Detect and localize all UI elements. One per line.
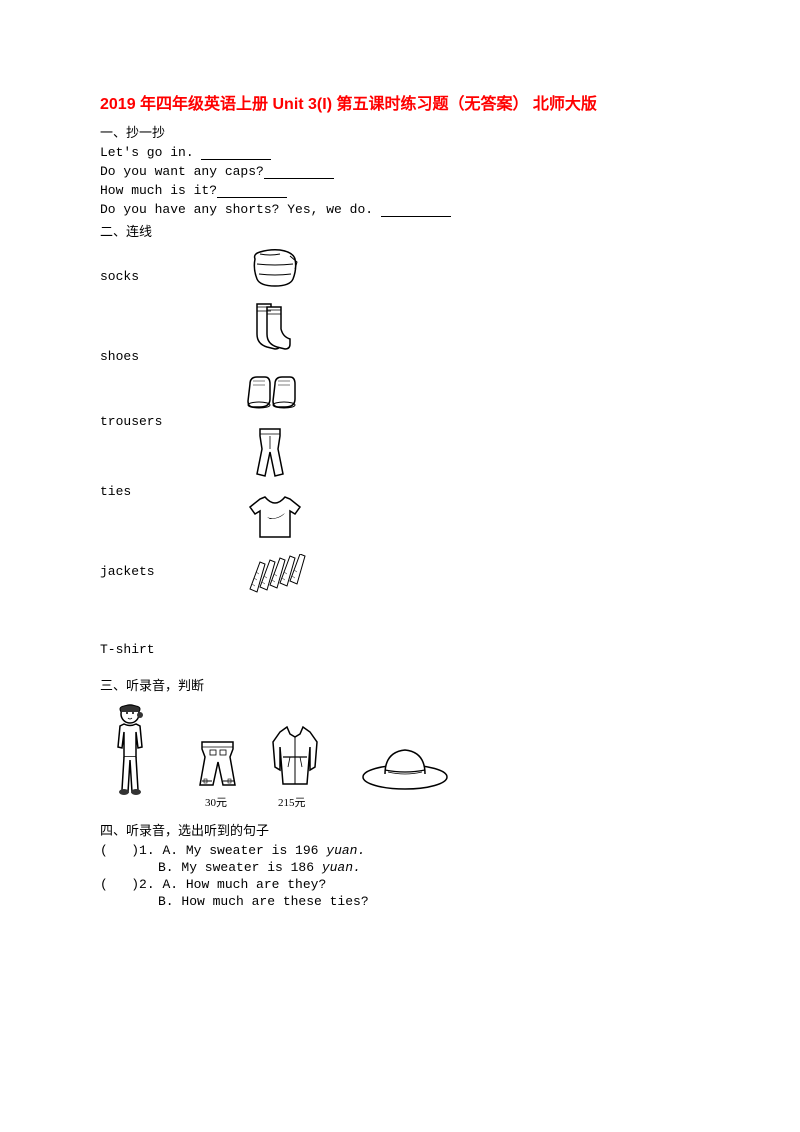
word-ties: ties: [100, 484, 131, 499]
jacket-icon: [245, 244, 305, 292]
word-shoes: shoes: [100, 349, 139, 364]
word-tshirt: T-shirt: [100, 642, 700, 657]
shoes-icon: [245, 369, 305, 414]
person-icon: [110, 702, 150, 797]
price-2: 215元: [278, 794, 306, 810]
word-socks: socks: [100, 269, 139, 284]
section2-header: 二、连线: [100, 221, 700, 240]
section4-header: 四、听录音，选出听到的句子: [100, 820, 700, 839]
copy-line-1: Let's go in.: [100, 145, 700, 160]
copy-line-2: Do you want any caps?: [100, 164, 700, 179]
blank-1[interactable]: [201, 146, 271, 160]
trousers-icon: [245, 424, 295, 484]
blank-2[interactable]: [264, 165, 334, 179]
q2a: ( )2. A. How much are they?: [100, 877, 700, 892]
q2b: B. How much are these ties?: [100, 894, 700, 909]
section3-header: 三、听录音，判断: [100, 675, 700, 694]
blank-4[interactable]: [381, 203, 451, 217]
price-1: 30元: [205, 794, 227, 810]
q1b: B. My sweater is 186 yuan.: [100, 860, 700, 875]
blank-3[interactable]: [217, 184, 287, 198]
q1a: ( )1. A. My sweater is 196 yuan.: [100, 843, 700, 858]
tshirt-icon: [245, 489, 305, 544]
copy-line-3: How much is it?: [100, 183, 700, 198]
word-jackets: jackets: [100, 564, 155, 579]
hat-icon: [360, 742, 450, 792]
listening-images: 30元 215元: [100, 702, 700, 812]
copy-line-4: Do you have any shorts? Yes, we do.: [100, 202, 700, 217]
matching-section: socks shoes trousers ties jackets: [100, 244, 700, 614]
socks-icon: [245, 299, 295, 359]
robe-icon: [265, 722, 325, 792]
ties-icon: [245, 554, 310, 604]
pants-icon: [190, 737, 245, 792]
page-title: 2019 年四年级英语上册 Unit 3(I) 第五课时练习题（无答案） 北师大…: [100, 90, 700, 114]
word-trousers: trousers: [100, 414, 162, 429]
section1-header: 一、抄一抄: [100, 122, 700, 141]
